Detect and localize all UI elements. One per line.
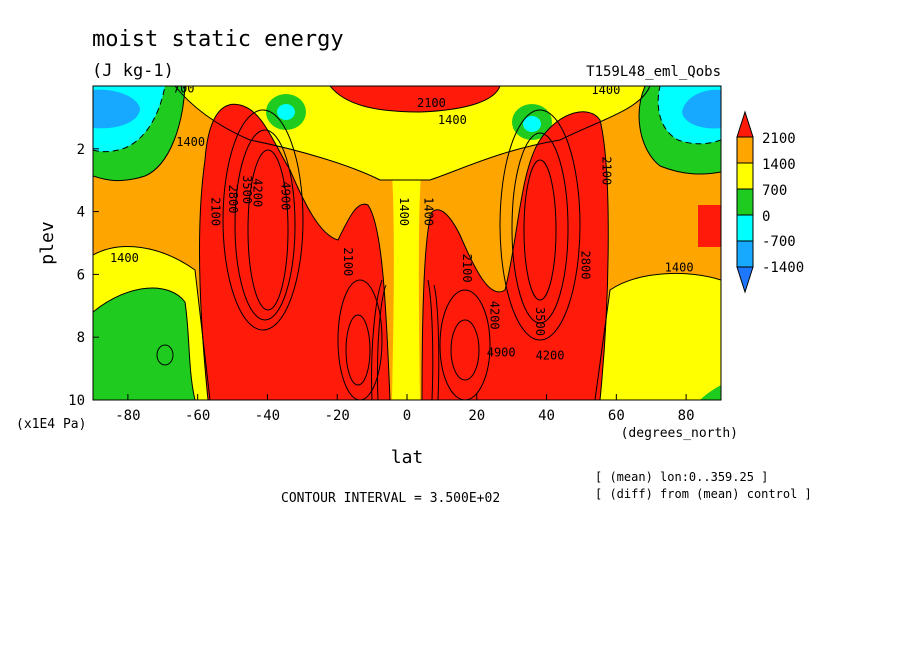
colorbar-label: 2100 — [762, 131, 796, 147]
field-red-right-edge — [698, 205, 721, 247]
contour-label: 1400 — [591, 83, 620, 97]
x-tick-label: -20 — [325, 408, 350, 424]
x-axis: -80 -60 -40 -20 0 20 40 60 80 — [115, 394, 695, 424]
x-tick-label: 80 — [678, 408, 695, 424]
y-tick-label: 10 — [68, 393, 85, 409]
contour-label: 3500 — [240, 175, 254, 204]
note-diff: [ (diff) from (mean) control ] — [595, 487, 812, 501]
contour-label: 1400 — [397, 197, 411, 226]
x-tick-label: -40 — [255, 408, 280, 424]
x-tick-label: -60 — [185, 408, 210, 424]
contour-label: 2800 — [226, 185, 240, 214]
colorbar-label: 0 — [762, 209, 770, 225]
colorbar-label: 1400 — [762, 157, 796, 173]
y-axis-label: plev — [37, 221, 58, 264]
x-tick-label: 0 — [403, 408, 411, 424]
y-tick-label: 6 — [77, 267, 85, 283]
contour-label: 4200 — [536, 349, 565, 363]
contour-label: 3500 — [533, 307, 547, 336]
contour-label: 1400 — [176, 135, 205, 149]
field-red-right-core — [422, 111, 609, 400]
contour-label: 1400 — [665, 261, 694, 275]
contour-label: 2100 — [417, 96, 446, 110]
contour-label: 700 — [173, 82, 195, 96]
field-blue-upper-right — [682, 89, 721, 129]
colorbar-label: 700 — [762, 183, 787, 199]
contour-label: 4200 — [488, 301, 502, 330]
x-tick-label: 60 — [608, 408, 625, 424]
chart-title: moist static energy — [92, 27, 344, 52]
contour-interval: CONTOUR INTERVAL = 3.500E+02 — [281, 491, 500, 506]
field-green-lower-left — [93, 288, 195, 400]
y-axis: 2 4 6 8 10 — [68, 142, 99, 409]
colorbar-box-m1400-m700 — [736, 240, 754, 268]
contour-label: 4900 — [278, 181, 292, 210]
y-axis-units: (x1E4 Pa) — [16, 417, 86, 432]
contour-label: 2100 — [209, 197, 223, 226]
colorbar-label: -700 — [762, 234, 796, 250]
note-mean: [ (mean) lon:0..359.25 ] — [595, 470, 768, 484]
run-name: T159L48_eml_Qobs — [586, 64, 721, 80]
contour-label: 2800 — [578, 251, 592, 280]
field-cyan-small-right — [523, 116, 541, 132]
y-tick-label: 4 — [77, 205, 85, 221]
colorbar-bottom-triangle — [736, 266, 754, 294]
x-tick-label: 20 — [468, 408, 485, 424]
field-red-top — [330, 86, 500, 112]
x-tick-label: -80 — [115, 408, 140, 424]
contour-label: 2100 — [460, 254, 474, 283]
contour-label: 4900 — [487, 345, 516, 359]
field-green-lower-right — [700, 385, 721, 400]
field-yellow-right — [595, 273, 721, 400]
chart-units: (J kg-1) — [92, 61, 174, 81]
contour-label: 1400 — [110, 251, 139, 265]
field-cyan-small-left — [277, 104, 295, 120]
contour-label: 2100 — [599, 156, 613, 185]
y-tick-label: 2 — [77, 142, 85, 158]
colorbar-box-700-1400 — [736, 162, 754, 190]
contour-label: 2100 — [341, 247, 355, 276]
y-tick-label: 8 — [77, 330, 85, 346]
x-axis-label: lat — [391, 447, 424, 468]
field-red-left-core — [199, 104, 390, 400]
colorbar-box-m700-0 — [736, 214, 754, 242]
colorbar: 2100 1400 700 0 -700 -1400 — [736, 110, 804, 294]
colorbar-box-0-700 — [736, 188, 754, 216]
field-blue-upper-left — [93, 89, 140, 129]
field-yellow-center — [388, 140, 425, 400]
colorbar-box-1400-2100 — [736, 136, 754, 164]
contour-label: 1400 — [438, 113, 467, 127]
colorbar-top-triangle — [736, 110, 754, 138]
contour-label: 4200 — [250, 178, 264, 207]
contour-lines — [93, 86, 721, 400]
contour-label: 1400 — [421, 197, 435, 226]
x-axis-units: (degrees_north) — [621, 426, 738, 441]
colorbar-label: -1400 — [762, 260, 804, 276]
x-tick-label: 40 — [538, 408, 555, 424]
